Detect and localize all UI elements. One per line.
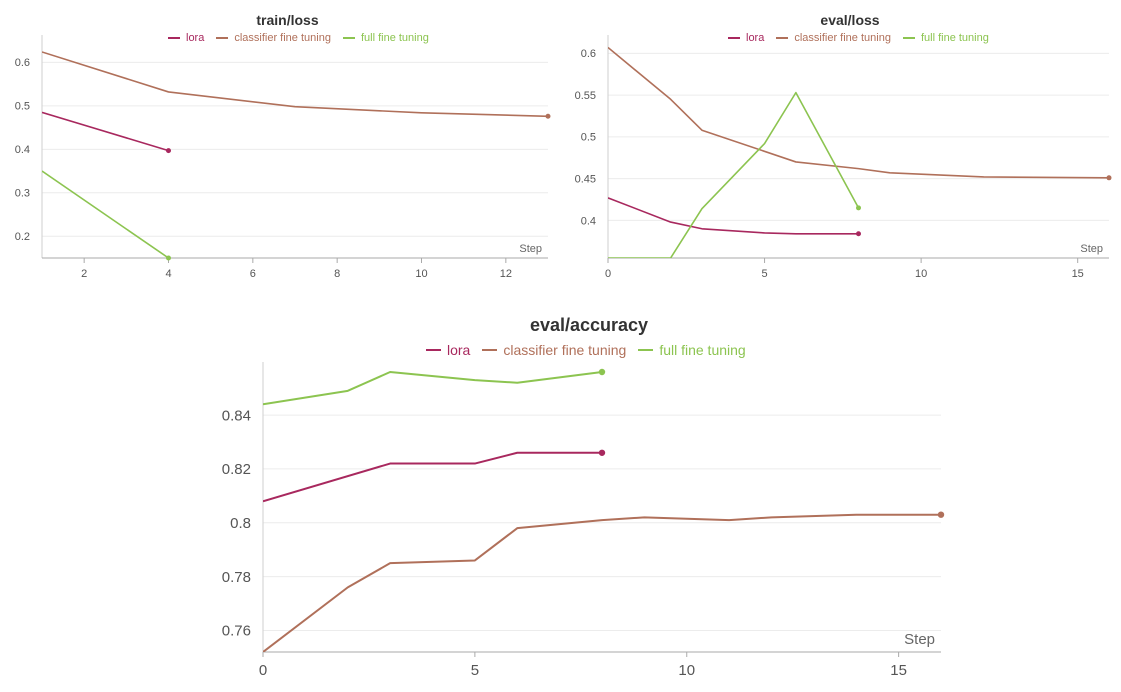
- x-tick-label: 10: [678, 662, 695, 679]
- series-line: [608, 46, 1110, 179]
- chart-plot: 0.2 0.3 0.4 0.5 0.6 2 4 6 8 10 12 Step: [15, 35, 551, 280]
- x-tick-label: 0: [605, 268, 611, 280]
- x-tick-label: 10: [415, 268, 427, 280]
- x-tick-label: 4: [165, 268, 171, 280]
- x-axis-label: Step: [904, 631, 935, 648]
- chart-legend: lora classifier fine tuning full fine tuni…: [426, 342, 746, 358]
- y-tick-label: 0.55: [575, 90, 596, 102]
- x-tick-label: 15: [1072, 268, 1084, 280]
- y-tick-label: 0.84: [222, 407, 251, 424]
- legend-swatch: [728, 37, 740, 39]
- series-line: [263, 513, 941, 652]
- chart-eval-accuracy: eval/accuracy lora classifier fine tuning…: [0, 300, 1121, 692]
- x-tick-label: 15: [890, 662, 907, 679]
- chart-eval-loss: eval/loss lora classifier fine tuning full…: [560, 0, 1121, 290]
- x-tick-label: 5: [471, 662, 479, 679]
- x-tick-label: 5: [762, 268, 768, 280]
- legend-item[interactable]: lora: [426, 342, 470, 358]
- y-tick-label: 0.76: [222, 623, 251, 640]
- legend-swatch: [482, 349, 498, 351]
- x-axis-label: Step: [1080, 243, 1103, 255]
- legend-label: lora: [447, 342, 471, 358]
- x-tick-label: 10: [915, 268, 927, 280]
- legend-item[interactable]: full fine tuning: [342, 32, 429, 44]
- chart-plot: 0.76 0.78 0.8 0.82 0.84 0 5 10 15 Step: [222, 362, 945, 679]
- y-tick-label: 0.8: [230, 515, 251, 532]
- legend-item[interactable]: classifier fine tuning: [776, 32, 891, 44]
- series-endpoint: [166, 148, 171, 154]
- legend-swatch: [342, 37, 355, 39]
- y-tick-label: 0.2: [15, 231, 30, 243]
- series-endpoint: [937, 511, 945, 518]
- y-tick-label: 0.4: [15, 144, 30, 156]
- x-tick-label: 8: [334, 268, 340, 280]
- legend-swatch: [902, 37, 915, 39]
- legend-swatch: [216, 37, 229, 39]
- legend-label: lora: [186, 32, 205, 44]
- series-line: [608, 197, 859, 235]
- chart-title: eval/loss: [820, 12, 880, 28]
- legend-swatch: [776, 37, 789, 39]
- y-tick-label: 0.45: [575, 173, 596, 185]
- series-endpoint: [598, 368, 606, 376]
- y-tick-label: 0.6: [581, 48, 596, 60]
- legend-label: classifier fine tuning: [794, 32, 891, 44]
- y-tick-label: 0.78: [222, 569, 251, 586]
- legend-label: full fine tuning: [659, 342, 746, 358]
- legend-item[interactable]: classifier fine tuning: [482, 342, 626, 358]
- series-endpoint: [856, 205, 861, 211]
- series-line: [42, 170, 169, 258]
- x-tick-label: 0: [259, 662, 267, 679]
- y-tick-label: 0.82: [222, 461, 251, 478]
- series-line: [608, 91, 860, 258]
- chart-legend: lora classifier fine tuning full fine tuni…: [728, 32, 989, 44]
- x-axis-label: Step: [519, 243, 542, 255]
- legend-swatch: [426, 349, 441, 351]
- y-tick-label: 0.5: [15, 101, 30, 113]
- legend-item[interactable]: full fine tuning: [902, 32, 989, 44]
- chart-train-loss: train/loss lora classifier fine tuning ful…: [0, 0, 560, 290]
- y-tick-label: 0.4: [581, 215, 596, 227]
- legend-label: classifier fine tuning: [234, 32, 331, 44]
- y-tick-label: 0.3: [15, 188, 30, 200]
- legend-label: full fine tuning: [920, 32, 989, 44]
- chart-legend: lora classifier fine tuning full fine tuni…: [168, 32, 429, 44]
- legend-label: full fine tuning: [360, 32, 429, 44]
- legend-swatch: [168, 37, 180, 39]
- legend-swatch: [638, 349, 654, 351]
- series-line: [263, 371, 603, 406]
- series-endpoint: [1106, 175, 1112, 181]
- series-endpoint: [166, 255, 171, 261]
- legend-item[interactable]: classifier fine tuning: [216, 32, 331, 44]
- x-tick-label: 2: [81, 268, 87, 280]
- series-endpoint: [598, 449, 606, 456]
- series-line: [42, 51, 549, 118]
- x-tick-label: 12: [500, 268, 512, 280]
- legend-item[interactable]: lora: [168, 32, 204, 44]
- chart-title: eval/accuracy: [529, 315, 649, 335]
- y-tick-label: 0.5: [581, 132, 596, 144]
- legend-label: lora: [746, 32, 765, 44]
- legend-label: classifier fine tuning: [503, 342, 627, 358]
- chart-plot: 0.4 0.45 0.5 0.55 0.6 0 5 10 15 Step: [575, 35, 1112, 280]
- chart-title: train/loss: [256, 12, 319, 28]
- y-tick-label: 0.6: [15, 57, 30, 69]
- series-line: [263, 451, 602, 503]
- legend-item[interactable]: full fine tuning: [638, 342, 746, 358]
- series-endpoint: [856, 231, 861, 237]
- x-tick-label: 6: [250, 268, 256, 280]
- series-line: [42, 111, 169, 152]
- series-endpoint: [545, 113, 551, 119]
- legend-item[interactable]: lora: [728, 32, 764, 44]
